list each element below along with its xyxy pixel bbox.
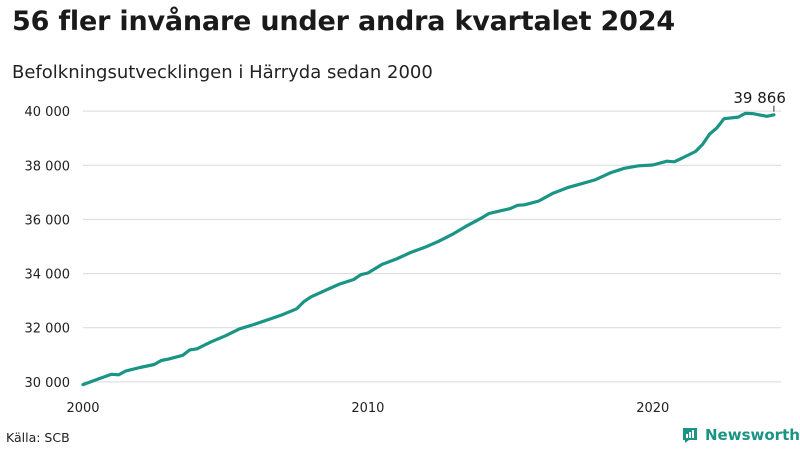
x-tick-label: 2000 <box>66 401 99 416</box>
newsworthy-logo-icon <box>683 428 697 443</box>
x-tick-label: 2010 <box>351 401 384 416</box>
brand-name: Newsworthy <box>705 426 800 444</box>
y-tick-label: 36 000 <box>25 213 71 228</box>
end-value-label: 39 866 <box>733 89 786 107</box>
chart-title: 56 fler invånare under andra kvartalet 2… <box>12 6 675 37</box>
y-tick-label: 32 000 <box>25 322 71 337</box>
y-tick-label: 40 000 <box>25 105 71 120</box>
y-tick-label: 38 000 <box>25 159 71 174</box>
source-label: Källa: SCB <box>6 430 70 445</box>
chart-subtitle: Befolkningsutvecklingen i Härryda sedan … <box>12 62 433 83</box>
series-line <box>81 111 776 387</box>
y-tick-label: 34 000 <box>25 268 71 283</box>
y-tick-label: 30 000 <box>25 376 71 391</box>
brand: Newsworthy <box>681 426 800 444</box>
x-tick-label: 2020 <box>636 401 669 416</box>
